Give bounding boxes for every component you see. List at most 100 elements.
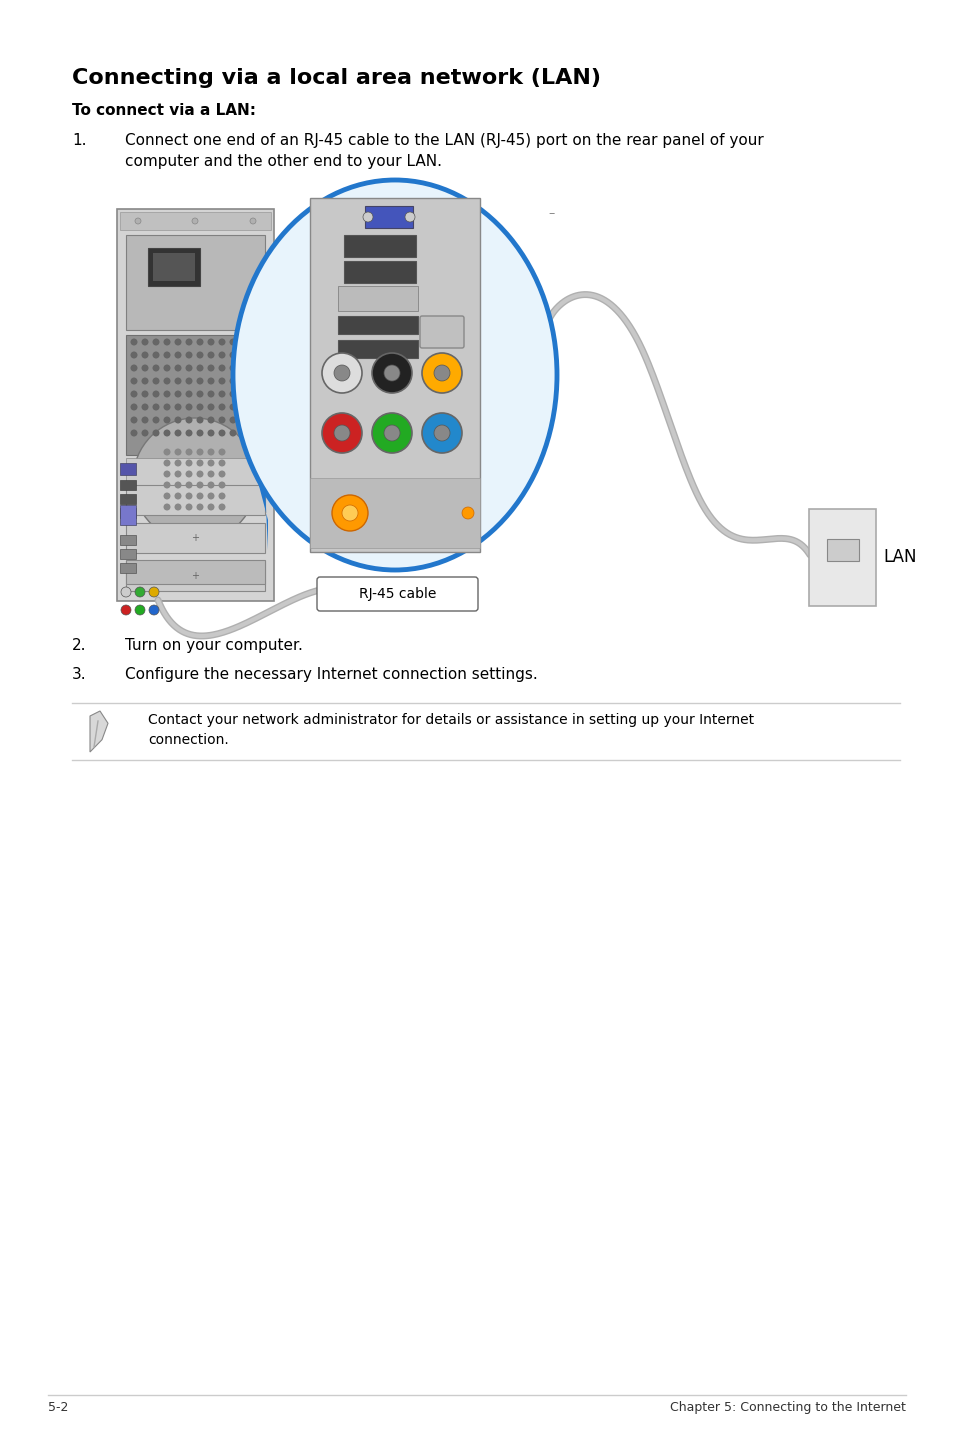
FancyBboxPatch shape: [337, 339, 417, 358]
Circle shape: [174, 470, 181, 477]
Circle shape: [218, 503, 225, 510]
Circle shape: [163, 364, 171, 371]
Circle shape: [174, 492, 181, 499]
Circle shape: [461, 508, 474, 519]
Circle shape: [163, 482, 171, 489]
Circle shape: [334, 426, 350, 441]
FancyBboxPatch shape: [126, 335, 265, 454]
Text: 2.: 2.: [71, 638, 87, 653]
Circle shape: [131, 391, 137, 397]
Circle shape: [363, 211, 373, 221]
Circle shape: [174, 460, 181, 466]
FancyBboxPatch shape: [120, 505, 136, 525]
Circle shape: [218, 351, 225, 358]
Circle shape: [341, 505, 357, 521]
Circle shape: [131, 417, 137, 424]
FancyBboxPatch shape: [126, 457, 265, 486]
FancyBboxPatch shape: [126, 485, 265, 515]
Circle shape: [208, 460, 214, 466]
Circle shape: [208, 503, 214, 510]
Text: +: +: [191, 571, 199, 581]
Circle shape: [252, 351, 258, 358]
Circle shape: [174, 404, 181, 410]
Circle shape: [196, 351, 203, 358]
Circle shape: [141, 391, 149, 397]
Circle shape: [208, 404, 214, 410]
Circle shape: [196, 378, 203, 384]
Circle shape: [185, 338, 193, 345]
Circle shape: [218, 492, 225, 499]
Circle shape: [240, 430, 247, 437]
Circle shape: [131, 430, 137, 437]
Circle shape: [230, 430, 236, 437]
FancyBboxPatch shape: [344, 234, 416, 257]
Circle shape: [218, 391, 225, 397]
Circle shape: [208, 391, 214, 397]
Circle shape: [185, 503, 193, 510]
Circle shape: [163, 492, 171, 499]
Circle shape: [131, 338, 137, 345]
Circle shape: [208, 492, 214, 499]
Text: Configure the necessary Internet connection settings.: Configure the necessary Internet connect…: [125, 667, 537, 682]
Text: RJ-45 cable: RJ-45 cable: [358, 587, 436, 601]
Circle shape: [252, 430, 258, 437]
Circle shape: [322, 352, 361, 393]
Circle shape: [230, 351, 236, 358]
Circle shape: [141, 417, 149, 424]
Circle shape: [434, 426, 450, 441]
Circle shape: [252, 417, 258, 424]
Circle shape: [185, 364, 193, 371]
FancyBboxPatch shape: [120, 495, 136, 503]
FancyBboxPatch shape: [310, 198, 479, 552]
Circle shape: [152, 364, 159, 371]
Circle shape: [185, 482, 193, 489]
Circle shape: [218, 404, 225, 410]
FancyBboxPatch shape: [337, 316, 417, 334]
FancyBboxPatch shape: [120, 480, 136, 490]
Circle shape: [163, 351, 171, 358]
Circle shape: [252, 378, 258, 384]
Circle shape: [196, 492, 203, 499]
Circle shape: [218, 338, 225, 345]
Polygon shape: [243, 426, 268, 549]
Circle shape: [163, 378, 171, 384]
Circle shape: [252, 404, 258, 410]
FancyBboxPatch shape: [126, 559, 265, 584]
Text: –: –: [547, 207, 554, 220]
Circle shape: [163, 503, 171, 510]
Circle shape: [152, 378, 159, 384]
Circle shape: [141, 430, 149, 437]
Circle shape: [163, 470, 171, 477]
Circle shape: [185, 470, 193, 477]
Circle shape: [174, 378, 181, 384]
Circle shape: [174, 449, 181, 456]
Circle shape: [208, 430, 214, 437]
Text: 5-2: 5-2: [48, 1401, 69, 1414]
FancyBboxPatch shape: [126, 561, 265, 591]
Circle shape: [218, 470, 225, 477]
Circle shape: [121, 587, 131, 597]
FancyBboxPatch shape: [120, 535, 136, 545]
Circle shape: [185, 404, 193, 410]
Circle shape: [196, 391, 203, 397]
Circle shape: [240, 364, 247, 371]
Circle shape: [252, 391, 258, 397]
Circle shape: [240, 404, 247, 410]
Circle shape: [208, 378, 214, 384]
Circle shape: [152, 391, 159, 397]
Circle shape: [152, 404, 159, 410]
Circle shape: [141, 338, 149, 345]
Circle shape: [185, 391, 193, 397]
Circle shape: [421, 413, 461, 453]
Circle shape: [196, 482, 203, 489]
FancyBboxPatch shape: [120, 211, 271, 230]
Circle shape: [250, 219, 255, 224]
Circle shape: [218, 364, 225, 371]
Circle shape: [149, 587, 159, 597]
Circle shape: [196, 449, 203, 456]
Circle shape: [185, 378, 193, 384]
Circle shape: [405, 211, 415, 221]
Circle shape: [208, 351, 214, 358]
FancyBboxPatch shape: [126, 234, 265, 329]
FancyBboxPatch shape: [148, 247, 200, 286]
